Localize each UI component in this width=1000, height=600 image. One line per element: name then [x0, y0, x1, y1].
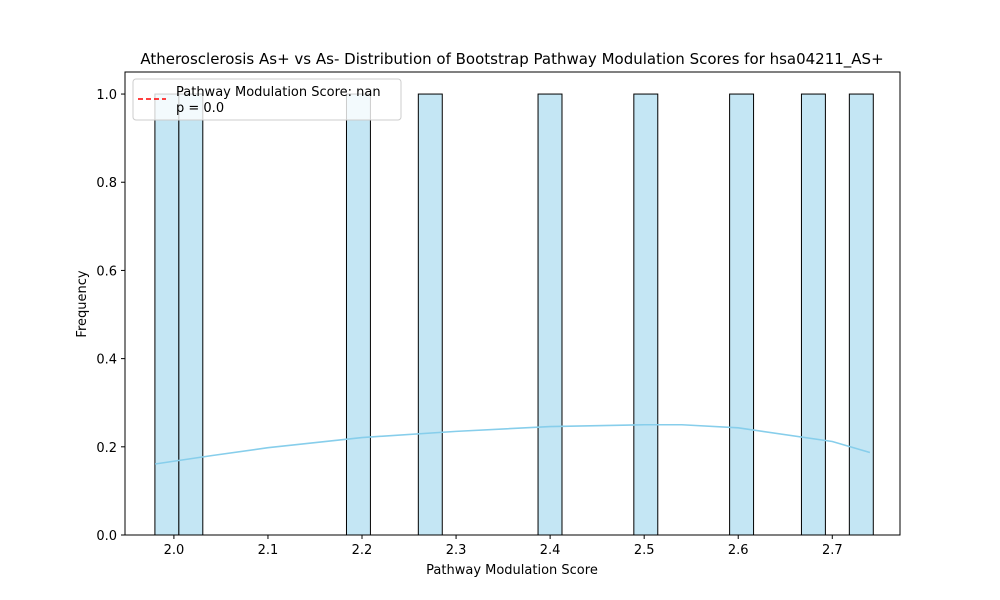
y-tick-label: 0.8: [96, 176, 117, 191]
x-axis-label: Pathway Modulation Score: [426, 563, 598, 578]
x-tick-label: 2.2: [352, 543, 373, 558]
kde-curve: [154, 423, 871, 465]
legend-entry-score: Pathway Modulation Score: nan: [176, 85, 381, 100]
histogram-bar: [417, 93, 443, 536]
histogram-bar: [537, 93, 563, 536]
x-tick-label: 2.6: [728, 543, 749, 558]
x-tick-label: 2.4: [540, 543, 561, 558]
legend-box: [132, 78, 402, 121]
legend: Pathway Modulation Score: nan p = 0.0: [132, 78, 402, 121]
y-axis-label: Frequency: [75, 270, 90, 337]
y-tick-label: 0.4: [96, 353, 117, 368]
histogram-bar: [154, 93, 180, 536]
histogram-bar: [178, 93, 204, 536]
y-axis: 0.0 0.2 0.4 0.6 0.8 1.0: [96, 88, 125, 544]
histogram-bar: [345, 93, 371, 536]
histogram-bar: [633, 93, 659, 536]
y-tick-label: 0.6: [96, 264, 117, 279]
legend-entry-pvalue: p = 0.0: [176, 101, 224, 116]
x-tick-label: 2.3: [446, 543, 467, 558]
y-tick-label: 1.0: [96, 88, 117, 103]
histogram-bar: [848, 93, 874, 536]
x-tick-label: 2.7: [822, 543, 843, 558]
chart-title: Atherosclerosis As+ vs As- Distribution …: [140, 50, 883, 69]
x-tick-label: 2.1: [258, 543, 279, 558]
y-tick-label: 0.0: [96, 529, 117, 544]
histogram-bar: [800, 93, 826, 536]
plot-area: [154, 93, 874, 536]
histogram-bar: [729, 93, 755, 536]
axes-frame: [124, 71, 901, 536]
y-tick-label: 0.2: [96, 441, 117, 456]
x-tick-label: 2.0: [164, 543, 185, 558]
x-tick-label: 2.5: [634, 543, 655, 558]
x-axis: 2.0 2.1 2.2 2.3 2.4 2.5 2.6 2.7: [164, 535, 843, 558]
